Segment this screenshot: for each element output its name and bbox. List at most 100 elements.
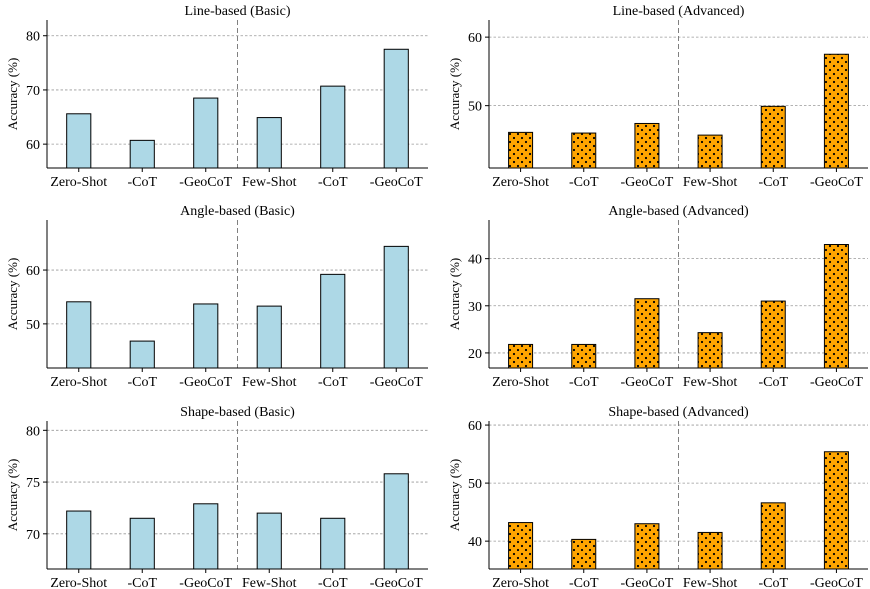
y-tick-label: 50 (26, 318, 40, 333)
x-tick-label: -CoT (127, 175, 157, 190)
chart-panel-6: 40 50 60 Zero-Shot -CoT -GeoCoT Few-Shot -CoT -G… (447, 405, 868, 589)
x-tick-label: Zero-Shot (50, 576, 107, 589)
x-tick-label: -GeoCoT (810, 576, 863, 589)
y-tick-label: 70 (26, 84, 40, 99)
chart-panel-5: 70 75 80 Zero-Shot -CoT -GeoCoT Few-Shot -CoT -G… (5, 405, 428, 589)
y-axis-label: Accuracy (%) (447, 58, 462, 131)
bar (320, 517, 346, 570)
x-tick-label: -GeoCoT (810, 375, 863, 390)
chart-panel-2: 50 60 Zero-Shot -CoT -GeoCoT Few-Shot -CoT -Geo… (447, 4, 868, 190)
x-tick-label: -GeoCoT (370, 576, 423, 589)
bar-hatch (761, 301, 786, 368)
y-tick-label: 20 (468, 347, 482, 362)
bar (256, 117, 282, 169)
y-tick-label: 40 (468, 535, 482, 550)
y-tick-label: 80 (26, 424, 40, 439)
chart-title: Line-based (Advanced) (613, 4, 745, 19)
bar (256, 305, 282, 369)
bar-hatch (761, 502, 786, 569)
y-tick-label: 50 (468, 477, 482, 492)
x-tick-label: -CoT (318, 175, 348, 190)
bar-hatch (634, 298, 659, 368)
bar-hatch (824, 244, 849, 368)
bar-hatch (761, 106, 786, 168)
x-tick-label: -GeoCoT (179, 175, 232, 190)
x-tick-label: Zero-Shot (50, 375, 107, 390)
bar (256, 512, 282, 570)
chart-panel-4: 20 30 40 Zero-Shot -CoT -GeoCoT Few-Shot -CoT -G… (447, 204, 868, 390)
x-tick-label: Zero-Shot (492, 375, 549, 390)
chart-title: Angle-based (Advanced) (608, 204, 749, 219)
y-axis-label: Accuracy (%) (447, 258, 462, 331)
bar-hatch (634, 123, 659, 168)
y-axis-label: Accuracy (%) (447, 459, 462, 532)
bar (320, 85, 346, 169)
y-axis-label: Accuracy (%) (5, 58, 20, 131)
chart-title: Shape-based (Basic) (180, 405, 295, 420)
chart-title: Line-based (Basic) (184, 4, 290, 19)
bar (66, 510, 92, 570)
y-tick-label: 40 (468, 253, 482, 268)
bar (193, 503, 219, 570)
bar-hatch (508, 132, 533, 168)
x-tick-label: Zero-Shot (492, 576, 549, 589)
bar (129, 340, 155, 369)
bar-hatch (698, 332, 723, 368)
x-tick-label: Zero-Shot (50, 175, 107, 190)
bar-hatch (508, 344, 533, 368)
y-tick-label: 60 (26, 138, 40, 153)
bar-hatch (824, 451, 849, 569)
x-tick-label: -CoT (569, 375, 599, 390)
chart-panel-3: 50 60 Zero-Shot -CoT -GeoCoT Few-Shot -CoT -Geo… (5, 204, 428, 390)
chart-panel-1: 60 70 80 Zero-Shot -CoT -GeoCoT Few-Shot -CoT -G… (5, 4, 428, 190)
y-tick-label: 60 (468, 419, 482, 434)
x-tick-label: Few-Shot (683, 175, 738, 190)
y-axis-label: Accuracy (%) (5, 459, 20, 532)
x-tick-label: -GeoCoT (620, 175, 673, 190)
bar (66, 301, 92, 369)
chart-title: Shape-based (Advanced) (608, 405, 749, 420)
x-tick-label: Few-Shot (242, 175, 297, 190)
bar-hatch (571, 133, 596, 168)
x-tick-label: Zero-Shot (492, 175, 549, 190)
bar-hatch (634, 523, 659, 569)
bar-hatch (698, 135, 723, 168)
bar-hatch (508, 522, 533, 569)
x-tick-label: -GeoCoT (810, 175, 863, 190)
x-tick-label: -CoT (758, 175, 788, 190)
x-tick-label: -CoT (318, 576, 348, 589)
bar (193, 97, 219, 169)
x-tick-label: -GeoCoT (620, 375, 673, 390)
x-tick-label: -GeoCoT (370, 375, 423, 390)
bar-hatch (571, 344, 596, 368)
y-tick-label: 60 (26, 264, 40, 279)
x-tick-label: Few-Shot (242, 375, 297, 390)
y-tick-label: 75 (26, 476, 40, 491)
x-tick-label: -CoT (127, 375, 157, 390)
bar (383, 48, 409, 169)
bar-hatch (571, 539, 596, 569)
bar (193, 303, 219, 369)
x-tick-label: Few-Shot (683, 375, 738, 390)
x-tick-label: -CoT (758, 576, 788, 589)
x-tick-label: -GeoCoT (179, 576, 232, 589)
bar (129, 517, 155, 570)
bar (129, 139, 155, 169)
y-tick-label: 60 (468, 31, 482, 46)
x-tick-label: -GeoCoT (620, 576, 673, 589)
bar-hatch (698, 532, 723, 569)
y-tick-label: 50 (468, 100, 482, 115)
x-tick-label: -CoT (758, 375, 788, 390)
y-tick-label: 30 (468, 300, 482, 315)
x-tick-label: -CoT (569, 175, 599, 190)
x-tick-label: -CoT (569, 576, 599, 589)
chart-title: Angle-based (Basic) (180, 204, 295, 219)
bar (383, 245, 409, 369)
x-tick-label: -GeoCoT (370, 175, 423, 190)
bar (383, 473, 409, 570)
y-tick-label: 80 (26, 30, 40, 45)
x-tick-label: Few-Shot (683, 576, 738, 589)
x-tick-label: -GeoCoT (179, 375, 232, 390)
x-tick-label: Few-Shot (242, 576, 297, 589)
